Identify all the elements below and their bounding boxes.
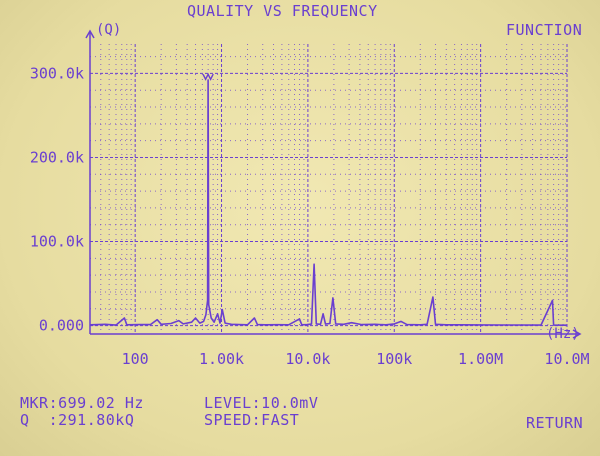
tick-labels: 300.0k 200.0k 100.0k 0.000 100 1.00k 10.0k 100k… xyxy=(30,22,590,368)
return-softkey[interactable]: RETURN xyxy=(526,414,584,432)
y-axis-arrow xyxy=(85,29,95,39)
x-tick-label: 10.0M xyxy=(544,350,589,368)
quality-trace xyxy=(89,79,568,326)
marker-symbol xyxy=(202,72,214,81)
mkr-readout: MKR:699.02 Hz xyxy=(20,394,144,412)
level-readout: LEVEL:10.0mV xyxy=(204,394,319,412)
marker-glyph xyxy=(202,72,214,81)
q-readout: Q :291.80kQ xyxy=(20,411,135,429)
x-axis-arrow xyxy=(572,329,582,339)
chart-grid xyxy=(90,44,568,334)
y-tick-label: 100.0k xyxy=(30,233,84,251)
x-tick-label: 1.00k xyxy=(199,350,244,368)
chart-title: QUALITY VS FREQUENCY xyxy=(187,2,378,20)
x-tick-label: 100 xyxy=(122,350,149,368)
function-softkey[interactable]: FUNCTION xyxy=(506,21,583,39)
y-tick-label: 300.0k xyxy=(30,64,84,82)
x-tick-label: 1.00M xyxy=(458,350,503,368)
x-tick-label: 100k xyxy=(376,350,412,368)
x-axis-unit: (Hz) xyxy=(546,326,580,342)
speed-readout: SPEED:FAST xyxy=(204,411,300,429)
y-axis-unit: (Q) xyxy=(96,22,121,38)
y-tick-label: 200.0k xyxy=(30,148,84,166)
x-tick-label: 10.0k xyxy=(285,350,330,368)
chart-axes xyxy=(85,29,582,339)
y-tick-label: 0.000 xyxy=(39,317,84,335)
